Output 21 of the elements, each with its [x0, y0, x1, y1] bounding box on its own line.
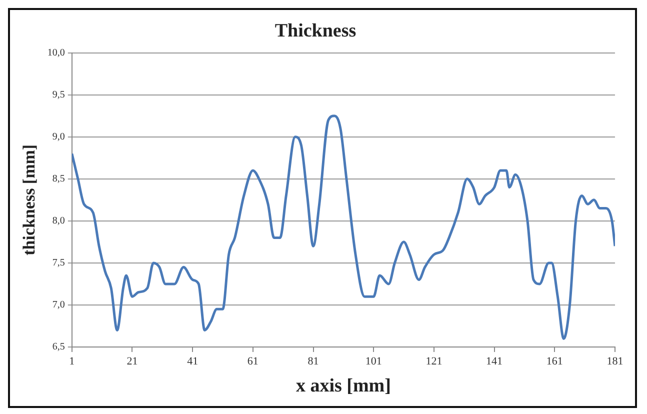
y-tick-label: 10,0: [47, 47, 65, 58]
x-tick-label: 161: [546, 355, 563, 368]
x-tick-label: 181: [606, 355, 624, 368]
x-tick-label: 81: [308, 355, 319, 368]
y-tick-label: 8,0: [52, 216, 65, 227]
x-tick-label: 21: [126, 355, 138, 368]
y-tick-label: 9,5: [52, 89, 65, 100]
x-tick-label: 141: [486, 355, 503, 368]
x-tick-label: 121: [426, 355, 442, 368]
x-axis-title: x axis [mm]: [296, 376, 391, 397]
y-tick-label: 6,5: [52, 342, 65, 353]
x-tick-label: 1: [69, 355, 75, 368]
x-tick-label: 61: [247, 355, 258, 368]
x-tick-label: 41: [187, 355, 198, 368]
y-axis-title: thickness [mm]: [20, 144, 39, 256]
y-tick-label: 9,0: [52, 131, 65, 142]
y-tick-label: 8,5: [52, 174, 65, 185]
y-tick-label: 7,5: [52, 258, 65, 269]
x-tick-label: 101: [365, 355, 382, 368]
y-tick-label: 7,0: [52, 300, 65, 311]
chart-title: Thickness: [274, 20, 356, 42]
